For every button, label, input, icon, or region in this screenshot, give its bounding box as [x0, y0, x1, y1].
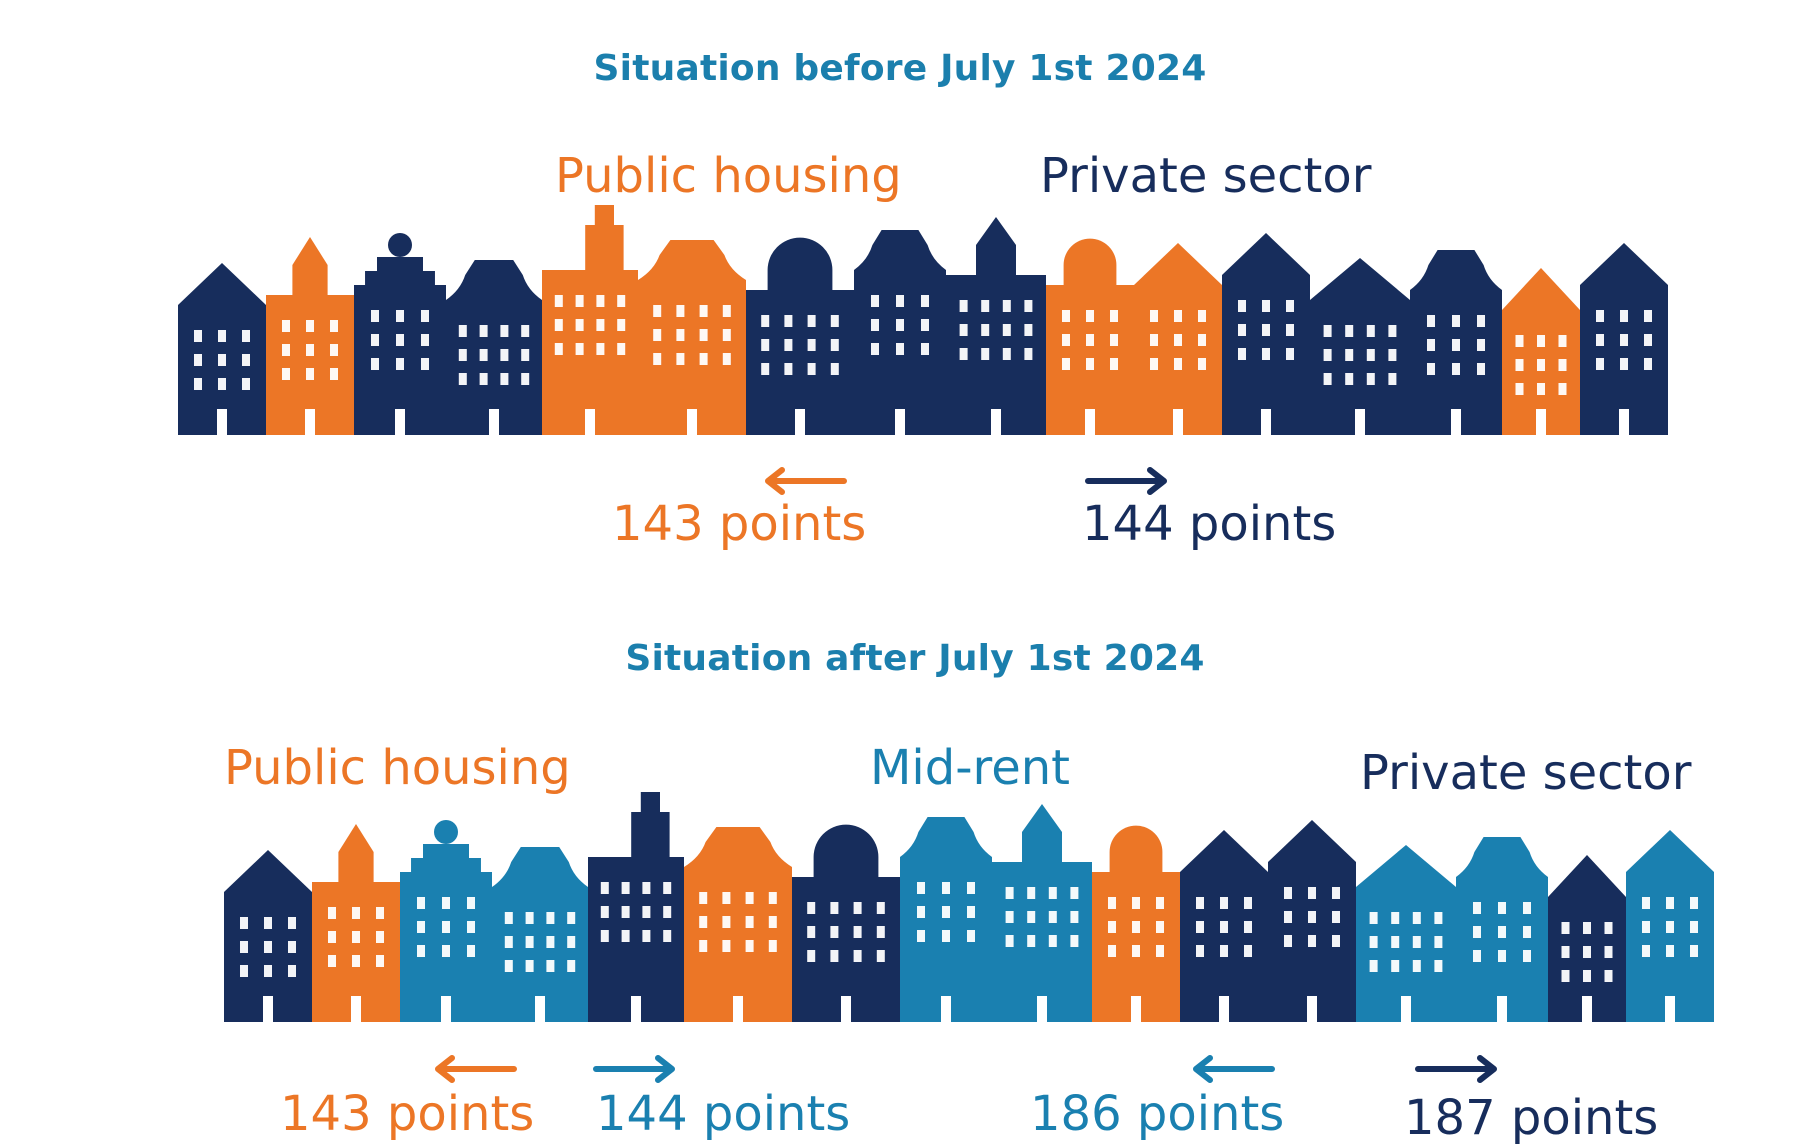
after-house-1: [224, 850, 312, 1022]
after-house-13: [1356, 845, 1456, 1022]
before-house-11: [1134, 243, 1222, 435]
after-title: Situation after July 1st 2024: [625, 638, 1205, 679]
before-house-16: [1580, 243, 1668, 435]
after-house-10: [1092, 825, 1180, 1022]
after-house-7: [792, 824, 900, 1022]
after-house-4: [492, 847, 588, 1022]
before-house-13: [1310, 258, 1410, 435]
after-left-arrow-icon-1: [435, 1055, 517, 1083]
before-house-8: [854, 230, 946, 435]
before-public-housing-label: Public housing: [555, 148, 902, 204]
after-house-16: [1626, 830, 1714, 1022]
after-house-9: [992, 804, 1092, 1022]
before-title: Situation before July 1st 2024: [593, 48, 1207, 89]
after-house-2: [312, 824, 400, 1022]
before-house-14: [1410, 250, 1502, 435]
before-house-3: [354, 233, 446, 435]
after-threshold-186: 186 points: [1030, 1086, 1285, 1142]
before-house-2: [266, 237, 354, 435]
before-skyline: [178, 205, 1668, 435]
after-private-sector-label: Private sector: [1360, 745, 1692, 801]
before-threshold-143: 143 points: [612, 496, 867, 552]
after-threshold-144: 144 points: [596, 1086, 851, 1142]
after-left-arrow-icon-2: [1193, 1055, 1275, 1083]
after-threshold-187: 187 points: [1404, 1090, 1659, 1146]
after-house-6: [684, 827, 792, 1022]
before-house-5: [542, 205, 638, 435]
before-house-1: [178, 263, 266, 435]
after-house-11: [1180, 830, 1268, 1022]
before-house-10: [1046, 238, 1134, 435]
after-skyline: [224, 792, 1714, 1022]
before-house-15: [1502, 268, 1580, 435]
before-house-9: [946, 217, 1046, 435]
after-house-12: [1268, 820, 1356, 1022]
before-left-arrow-icon: [765, 467, 847, 495]
after-mid-rent-label: Mid-rent: [870, 740, 1070, 796]
after-house-14: [1456, 837, 1548, 1022]
before-private-sector-label: Private sector: [1040, 148, 1372, 204]
before-right-arrow-icon: [1085, 467, 1167, 495]
after-public-housing-label: Public housing: [224, 740, 571, 796]
before-house-4: [446, 260, 542, 435]
after-house-8: [900, 817, 992, 1022]
after-threshold-143: 143 points: [280, 1086, 535, 1142]
after-house-5: [588, 792, 684, 1022]
before-threshold-144: 144 points: [1082, 496, 1337, 552]
after-right-arrow-icon-2: [1415, 1055, 1497, 1083]
before-house-12: [1222, 233, 1310, 435]
after-house-3: [400, 820, 492, 1022]
before-house-7: [746, 237, 854, 435]
after-right-arrow-icon-1: [593, 1055, 675, 1083]
after-house-15: [1548, 855, 1626, 1022]
before-house-6: [638, 240, 746, 435]
